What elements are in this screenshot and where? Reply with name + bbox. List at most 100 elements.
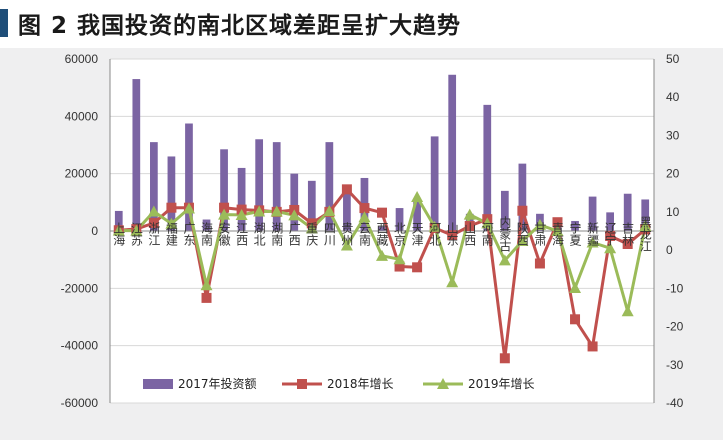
square-marker <box>605 230 616 241</box>
triangle-marker <box>218 208 231 220</box>
figure-title: 图 2 我国投资的南北区域差距呈扩大趋势 <box>18 13 462 39</box>
triangle-marker <box>358 211 371 223</box>
triangle-marker <box>130 224 143 236</box>
category-label: 甘肃 <box>533 222 547 247</box>
category-label: 福建 <box>164 221 178 247</box>
category-label: 西藏 <box>375 222 389 247</box>
square-marker <box>587 341 598 352</box>
bar <box>518 163 527 231</box>
triangle-marker <box>481 217 494 229</box>
square-marker <box>517 205 528 216</box>
square-marker <box>377 207 387 218</box>
category-label: 北京 <box>393 222 407 247</box>
right-tick-label: 0 <box>666 243 673 257</box>
left-tick-label: 60000 <box>65 52 99 66</box>
triangle-marker <box>200 279 213 291</box>
triangle-marker <box>428 220 441 232</box>
category-label: 河南 <box>480 222 494 246</box>
square-marker <box>464 221 475 232</box>
left-tick-labels: 60000 40000 20000 0 -20000 -40000 -60000 <box>61 52 99 410</box>
right-tick-label: -40 <box>666 396 684 410</box>
legend-swatch-marker <box>297 379 307 389</box>
triangle-marker <box>182 202 195 214</box>
triangle-marker <box>604 242 617 254</box>
right-tick-label: -20 <box>666 320 684 334</box>
bar <box>132 79 141 231</box>
category-label: 湖北 <box>252 221 266 247</box>
bar <box>623 193 632 231</box>
triangle-marker <box>235 208 248 220</box>
category-labels: 上海 江苏 浙江 福建 广东 海南 安徽 江西 湖北 湖南 广西 重庆 四川 贵州 云南 西藏 北京 天津 河北 山东… <box>112 216 652 252</box>
bar <box>114 210 123 231</box>
triangle-marker <box>411 190 424 202</box>
triangle-marker <box>165 217 178 229</box>
triangle-marker <box>393 253 406 265</box>
category-label: 云南 <box>357 222 371 246</box>
triangle-marker <box>112 224 125 236</box>
figure-header: 图 2 我国投资的南北区域差距呈扩大趋势 <box>0 0 723 48</box>
category-label: 宁夏 <box>568 221 582 246</box>
bar <box>290 173 299 231</box>
triangle-marker <box>551 225 564 236</box>
legend-label: 2018年增长 <box>327 377 394 391</box>
right-tick-label: 50 <box>666 52 680 66</box>
triangle-marker <box>586 236 599 248</box>
legend-swatch-marker <box>437 378 449 389</box>
category-label: 内蒙古 <box>498 216 512 252</box>
square-marker <box>166 202 177 213</box>
square-marker <box>447 230 458 241</box>
square-marker <box>341 184 352 195</box>
left-tick-label: 20000 <box>65 167 99 181</box>
triangle-marker <box>147 205 160 217</box>
bar <box>185 123 193 231</box>
grid-lines <box>110 58 654 404</box>
right-tick-label: 30 <box>666 128 680 142</box>
bar <box>430 136 439 231</box>
bar <box>378 226 386 231</box>
triangle-marker <box>621 305 634 317</box>
square-marker <box>201 292 212 303</box>
category-label: 黑龙江 <box>638 216 652 252</box>
category-label: 贵州 <box>340 222 354 246</box>
legend: 2017年投资额 2018年增长 2019年增长 <box>143 376 535 391</box>
triangle-marker <box>270 205 283 217</box>
category-label: 新疆 <box>586 221 600 246</box>
bar <box>167 156 176 231</box>
category-label: 江苏 <box>129 222 143 246</box>
bar <box>571 220 579 231</box>
bar <box>413 199 421 231</box>
category-label: 重庆 <box>305 222 319 246</box>
triangle-marker <box>639 220 652 232</box>
triangle-marker <box>569 281 582 293</box>
header-accent-bar <box>0 9 8 37</box>
left-tick-label: 40000 <box>65 109 99 123</box>
triangle-marker <box>533 218 546 230</box>
square-marker <box>534 258 545 269</box>
triangle-marker <box>463 208 476 220</box>
category-label: 天津 <box>410 222 424 246</box>
category-label: 江西 <box>235 222 249 246</box>
left-tick-label: -40000 <box>61 339 99 353</box>
right-tick-label: -10 <box>666 281 684 295</box>
right-tick-labels: 50 40 30 20 10 0 -10 -20 -30 -40 <box>666 52 684 410</box>
left-tick-label: -60000 <box>61 396 99 410</box>
bar <box>237 167 246 231</box>
square-marker <box>552 217 563 228</box>
bar <box>255 139 264 231</box>
triangle-marker <box>305 222 318 234</box>
square-marker <box>499 353 510 364</box>
category-label: 海南 <box>200 221 214 246</box>
triangle-marker <box>323 205 336 217</box>
square-marker <box>412 262 423 273</box>
category-label: 河北 <box>428 222 442 247</box>
triangle-marker <box>498 254 511 266</box>
triangle-marker <box>288 209 301 221</box>
bar <box>448 74 457 231</box>
triangle-marker <box>253 205 266 217</box>
bar <box>325 142 334 231</box>
bar <box>343 193 351 231</box>
category-label: 浙江 <box>147 222 161 246</box>
left-tick-label: 0 <box>91 224 98 238</box>
category-label: 上海 <box>112 222 126 246</box>
bar <box>272 142 281 231</box>
